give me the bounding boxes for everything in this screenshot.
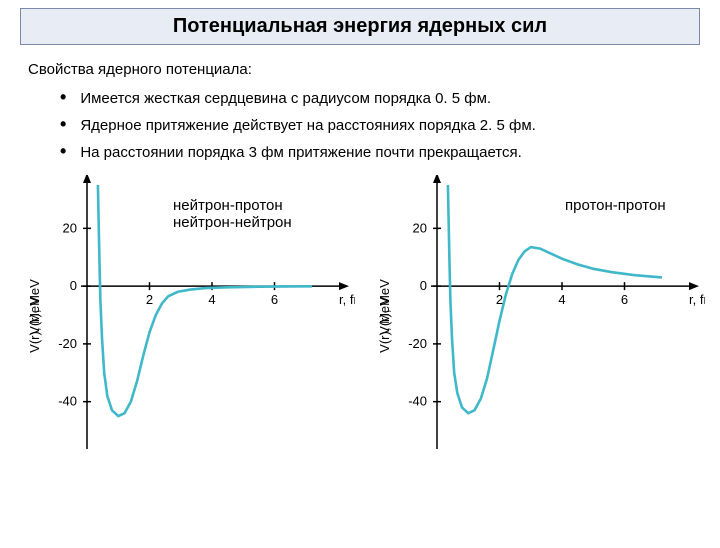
svg-text:20: 20 xyxy=(63,220,77,235)
svg-text:2: 2 xyxy=(146,292,153,307)
svg-text:V(r), MeV: V(r), MeV xyxy=(27,297,42,353)
title-banner: Потенциальная энергия ядерных сил xyxy=(20,8,700,45)
chart-left-label: нейтрон-протон нейтрон-нейтрон xyxy=(173,197,292,231)
properties-intro: Свойства ядерного потенциала: xyxy=(28,61,692,78)
svg-text:20: 20 xyxy=(413,220,427,235)
property-text: Ядерное притяжение действует на расстоян… xyxy=(80,117,536,134)
svg-text:-20: -20 xyxy=(58,336,77,351)
bullet-icon: • xyxy=(60,142,66,160)
property-text: Имеется жесткая сердцевина с радиусом по… xyxy=(80,90,491,107)
property-item: • Имеется жесткая сердцевина с радиусом … xyxy=(60,88,660,107)
svg-text:-40: -40 xyxy=(58,394,77,409)
page-title: Потенциальная энергия ядерных сил xyxy=(21,15,699,38)
properties-list: • Имеется жесткая сердцевина с радиусом … xyxy=(60,88,660,161)
svg-text:6: 6 xyxy=(271,292,278,307)
chart-left: 246-40-20020r, fmV(r), MeVV(r), MeV нейт… xyxy=(15,175,355,475)
svg-text:6: 6 xyxy=(621,292,628,307)
charts-row: 2 4 6 -40 -20 0 20 r, fm V(r), MeV V(r), MeV нейт… xyxy=(0,175,720,475)
svg-text:r, fm: r, fm xyxy=(689,292,705,307)
svg-text:-20: -20 xyxy=(408,336,427,351)
property-text: На расстоянии порядка 3 фм притяжение по… xyxy=(80,144,521,161)
chart-right: 246-40-20020r, fmV(r), MeVV(r), MeV прот… xyxy=(365,175,705,475)
svg-text:V(r), MeV: V(r), MeV xyxy=(377,297,392,353)
svg-text:4: 4 xyxy=(558,292,565,307)
svg-text:0: 0 xyxy=(420,278,427,293)
svg-text:r, fm: r, fm xyxy=(339,292,355,307)
svg-text:-40: -40 xyxy=(408,394,427,409)
svg-text:0: 0 xyxy=(70,278,77,293)
bullet-icon: • xyxy=(60,115,66,133)
chart-right-label: протон-протон xyxy=(565,197,666,214)
property-item: • Ядерное притяжение действует на рассто… xyxy=(60,115,660,134)
property-item: • На расстоянии порядка 3 фм притяжение … xyxy=(60,142,660,161)
chart-right-svg: 246-40-20020r, fmV(r), MeVV(r), MeV xyxy=(365,175,705,465)
svg-text:4: 4 xyxy=(208,292,215,307)
bullet-icon: • xyxy=(60,88,66,106)
